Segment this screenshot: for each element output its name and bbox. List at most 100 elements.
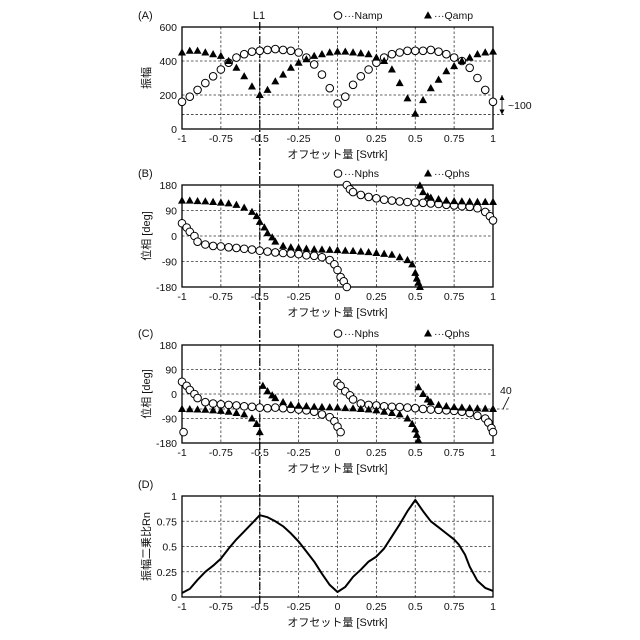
x-tick-label: 0.75 — [444, 447, 465, 459]
data-point-circle — [264, 46, 272, 54]
data-point-circle — [396, 403, 404, 411]
y-tick-label: 90 — [165, 365, 177, 377]
data-point-circle — [248, 246, 256, 254]
data-point-circle — [233, 54, 241, 62]
data-point-triangle — [178, 405, 186, 412]
data-point-circle — [489, 217, 497, 225]
x-tick-label: -0.75 — [209, 447, 233, 459]
data-point-circle — [178, 98, 186, 106]
y-tick-label: 600 — [159, 22, 177, 34]
l1-label: L1 — [253, 10, 265, 22]
x-tick-label: 0.25 — [366, 291, 387, 303]
x-tick-label: -0.25 — [287, 291, 311, 303]
data-point-triangle — [341, 247, 349, 254]
data-point-circle — [217, 66, 225, 74]
y-tick-label: 400 — [159, 56, 177, 68]
data-point-circle — [404, 198, 412, 206]
legend-label: ···Nphs — [344, 328, 379, 340]
legend-triangle-icon — [424, 169, 432, 176]
x-tick-label: -0.5 — [251, 291, 269, 303]
data-point-triangle — [326, 246, 334, 253]
x-tick-label: -1 — [177, 133, 186, 145]
data-point-triangle — [380, 250, 388, 257]
y-tick-label: 0.75 — [157, 516, 178, 528]
x-tick-label: -0.25 — [287, 601, 311, 613]
data-point-circle — [411, 47, 419, 55]
data-point-circle — [357, 73, 365, 81]
data-point-circle — [474, 204, 482, 212]
arrow-up-icon — [500, 95, 505, 100]
data-point-circle — [240, 50, 248, 58]
data-point-circle — [334, 100, 342, 108]
data-point-circle — [256, 404, 264, 412]
x-tick-label: -1 — [177, 601, 186, 613]
data-point-triangle — [396, 253, 404, 260]
x-tick-label: -0.25 — [287, 133, 311, 145]
data-point-triangle — [310, 403, 318, 410]
data-point-triangle — [411, 269, 419, 276]
data-point-circle — [295, 250, 303, 258]
data-point-circle — [419, 199, 427, 207]
data-point-circle — [209, 242, 217, 250]
data-point-triangle — [334, 47, 342, 54]
data-point-circle — [357, 191, 365, 199]
data-point-circle — [310, 252, 318, 260]
data-point-circle — [388, 197, 396, 205]
data-point-triangle — [287, 401, 295, 408]
data-point-triangle — [466, 53, 474, 60]
data-point-triangle — [295, 244, 303, 251]
data-point-triangle — [341, 404, 349, 411]
data-point-circle — [287, 47, 295, 55]
data-point-circle — [481, 86, 489, 94]
legend-circle-icon — [334, 12, 342, 20]
data-point-triangle — [334, 403, 342, 410]
data-point-circle — [256, 247, 264, 255]
data-point-triangle — [396, 410, 404, 417]
data-point-triangle — [256, 428, 264, 435]
data-point-circle — [264, 248, 272, 256]
x-tick-label: 0 — [335, 291, 341, 303]
y-tick-label: 0 — [171, 231, 177, 243]
legend-label: ···Qamp — [434, 10, 473, 22]
data-point-circle — [427, 46, 435, 54]
data-point-triangle — [450, 62, 458, 69]
data-point-triangle — [232, 201, 240, 208]
data-point-circle — [466, 64, 474, 72]
data-point-triangle — [411, 110, 419, 117]
data-point-triangle — [287, 64, 295, 71]
y-tick-label: 200 — [159, 90, 177, 102]
data-point-circle — [202, 241, 210, 249]
x-tick-label: -0.75 — [209, 133, 233, 145]
x-tick-label: -0.5 — [251, 601, 269, 613]
data-point-triangle — [209, 50, 217, 57]
data-point-circle — [474, 412, 482, 420]
x-axis-title: オフセット量 [Svtrk] — [287, 462, 387, 475]
x-tick-label: 0.5 — [408, 447, 423, 459]
data-point-circle — [404, 47, 412, 55]
data-point-triangle — [481, 405, 489, 412]
data-point-triangle — [248, 82, 256, 89]
data-point-circle — [279, 249, 287, 257]
data-point-triangle — [489, 198, 497, 205]
x-tick-label: -0.75 — [209, 601, 233, 613]
x-tick-label: 0.5 — [408, 601, 423, 613]
data-point-triangle — [302, 245, 310, 252]
data-point-circle — [388, 50, 396, 58]
data-point-circle — [217, 243, 225, 251]
annotation-label: 40 — [500, 385, 512, 397]
data-point-triangle — [349, 404, 357, 411]
data-point-triangle — [481, 48, 489, 55]
arrow-down-icon — [500, 110, 505, 115]
data-point-triangle — [349, 247, 357, 254]
data-point-circle — [334, 266, 342, 274]
x-tick-label: -0.25 — [287, 447, 311, 459]
data-point-triangle — [458, 403, 466, 410]
x-tick-label: 0.75 — [444, 291, 465, 303]
y-tick-label: 180 — [159, 180, 177, 192]
x-tick-label: -0.5 — [251, 133, 269, 145]
data-point-circle — [419, 47, 427, 55]
x-tick-label: -1 — [177, 291, 186, 303]
data-point-circle — [489, 428, 497, 436]
data-point-triangle — [473, 198, 481, 205]
data-point-circle — [248, 48, 256, 56]
